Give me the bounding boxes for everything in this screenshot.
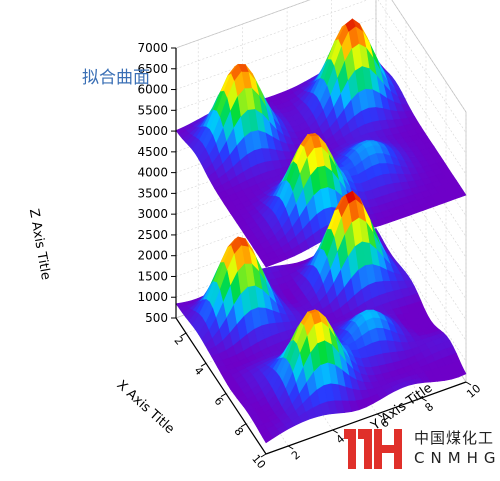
y-tick bbox=[465, 381, 472, 386]
z-tick-label: 4500 bbox=[137, 145, 168, 159]
logo: 中国煤化工 CNMHG bbox=[342, 425, 498, 473]
z-tick-label: 4000 bbox=[137, 166, 168, 180]
chart-title: 拟合曲面 bbox=[82, 68, 150, 88]
y-tick-label: 2 bbox=[289, 448, 303, 462]
grid-line-z bbox=[175, 17, 467, 154]
x-tick bbox=[260, 453, 267, 458]
x-tick bbox=[180, 332, 187, 337]
z-tick-label: 6500 bbox=[137, 62, 168, 76]
z-tick-label: 2000 bbox=[137, 249, 168, 263]
y-axis-line bbox=[265, 381, 467, 455]
grid-line-z bbox=[175, 37, 467, 175]
logo-chinese-text: 中国煤化工 bbox=[414, 429, 495, 447]
z-tick-label: 3500 bbox=[137, 186, 168, 200]
y-tick-label: 10 bbox=[464, 382, 483, 401]
y-tick-label: 8 bbox=[422, 400, 436, 414]
z-tick-label: 7000 bbox=[137, 41, 168, 55]
z-tick-label: 2500 bbox=[137, 228, 168, 242]
x-tick bbox=[220, 393, 227, 397]
x-tick-label: 8 bbox=[231, 425, 245, 439]
x-tick-label: 2 bbox=[171, 334, 185, 348]
z-tick-label: 6000 bbox=[137, 83, 168, 97]
z-tick-label: 500 bbox=[145, 311, 168, 325]
y-tick bbox=[332, 429, 338, 434]
x-tick bbox=[240, 423, 247, 428]
x-axis-title: X Axis Title bbox=[114, 378, 178, 437]
x-axis-line bbox=[175, 317, 267, 455]
x-tick-label: 6 bbox=[211, 394, 225, 408]
grid-line-z bbox=[175, 0, 467, 113]
z-tick-label: 5000 bbox=[137, 124, 168, 138]
logo-mark-icon bbox=[344, 429, 402, 469]
grid-line-z bbox=[175, 0, 467, 133]
x-tick-label: 10 bbox=[249, 452, 268, 471]
surface-patch bbox=[262, 259, 274, 268]
z-tick-label: 1000 bbox=[137, 290, 168, 304]
x-tick bbox=[200, 362, 207, 367]
logo-english-text: CNMHG bbox=[414, 449, 500, 467]
y-tick bbox=[287, 445, 294, 450]
z-axis-title: Z Axis Title bbox=[26, 208, 53, 282]
y-tick bbox=[421, 397, 427, 402]
z-tick-label: 3000 bbox=[137, 207, 168, 221]
surface-patch bbox=[262, 433, 274, 444]
y-tick bbox=[376, 413, 383, 418]
z-tick-label: 1500 bbox=[137, 269, 168, 283]
z-tick-label: 5500 bbox=[137, 103, 168, 117]
x-tick-label: 4 bbox=[191, 364, 205, 378]
surface-raw bbox=[175, 190, 467, 444]
